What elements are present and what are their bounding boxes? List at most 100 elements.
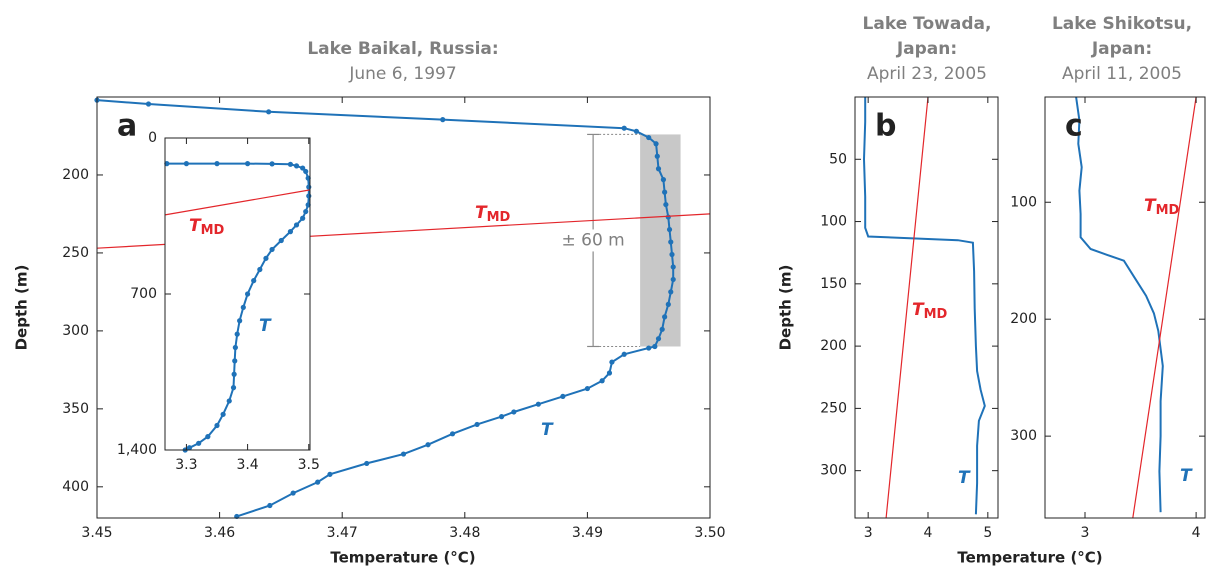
x-tick-label: 4 <box>924 525 933 541</box>
data-point <box>287 161 294 167</box>
y-tick-label: 200 <box>62 167 89 183</box>
series-name: T <box>1180 466 1193 486</box>
chart-title: Japan: <box>1091 39 1152 59</box>
data-point <box>164 161 170 167</box>
series-name: T <box>189 216 202 236</box>
series-label: TMD <box>189 216 225 238</box>
data-point <box>668 289 674 295</box>
data-point <box>652 343 658 350</box>
data-point <box>655 336 662 342</box>
series-name: T <box>1144 196 1157 216</box>
data-point <box>633 128 640 134</box>
data-point <box>400 451 407 457</box>
data-point <box>244 291 251 297</box>
series-subscript: MD <box>1156 203 1180 218</box>
series-label: TMD <box>912 300 948 322</box>
series-label: TMD <box>1144 196 1180 218</box>
series-name: T <box>958 468 971 488</box>
data-point <box>654 153 660 159</box>
data-point <box>293 222 300 228</box>
data-point <box>290 490 296 496</box>
x-tick-label: 4 <box>1192 525 1201 541</box>
x-tick-label: 3.47 <box>327 525 358 541</box>
data-point <box>145 101 152 107</box>
panel-label: c <box>1065 109 1083 144</box>
panel-label: a <box>117 109 137 144</box>
series-label: TMD <box>475 203 511 225</box>
data-point <box>655 166 662 172</box>
data-point <box>214 161 220 167</box>
data-point <box>315 479 321 485</box>
data-point <box>560 393 566 399</box>
data-point <box>263 255 269 261</box>
plot-area <box>1045 97 1205 518</box>
x-tick-label: 3.45 <box>81 525 112 541</box>
data-point <box>449 431 456 437</box>
data-point <box>251 278 257 284</box>
series-line <box>164 189 311 216</box>
x-tick-label: 3.48 <box>449 525 480 541</box>
axes-frame <box>96 96 711 519</box>
data-point <box>440 117 446 123</box>
data-point <box>300 165 306 171</box>
data-point <box>666 226 673 233</box>
data-point <box>303 208 309 215</box>
y-tick-label: 300 <box>820 463 847 479</box>
series-line <box>1132 96 1197 519</box>
data-point <box>425 442 431 448</box>
data-point <box>230 385 237 391</box>
y-tick-label: 300 <box>1010 428 1037 444</box>
y-axis-label: Depth (m) <box>777 265 795 351</box>
chart-title: Lake Towada, <box>863 14 992 34</box>
annotation: ± 60 m <box>561 230 624 250</box>
data-point <box>186 445 193 451</box>
data-point <box>231 371 237 377</box>
data-point <box>300 215 306 221</box>
series-subscript: MD <box>924 307 948 322</box>
data-point <box>474 421 480 428</box>
data-point <box>240 304 246 310</box>
y-tick-label: 1,400 <box>117 442 157 458</box>
data-point <box>305 175 311 181</box>
axes-frame <box>854 96 999 519</box>
x-tick-label: 5 <box>983 525 992 541</box>
series-line <box>862 97 986 515</box>
data-point <box>599 378 605 384</box>
data-point <box>511 409 517 415</box>
x-tick-label: 3.49 <box>572 525 603 541</box>
y-tick-label: 0 <box>148 130 157 146</box>
data-point <box>234 331 240 337</box>
x-tick-label: 3.4 <box>236 457 258 473</box>
panel-label: b <box>875 109 896 144</box>
data-point <box>232 344 238 351</box>
x-axis-label: Temperature (°C) <box>957 549 1102 567</box>
plot-area <box>165 138 310 450</box>
data-point <box>609 359 615 365</box>
data-point <box>670 264 676 270</box>
y-tick-label: 350 <box>62 401 89 417</box>
series-name: T <box>912 300 925 320</box>
data-point <box>267 502 273 509</box>
data-point <box>653 141 659 147</box>
series-label: T <box>1180 466 1193 486</box>
chart-subtitle: April 23, 2005 <box>867 64 987 84</box>
data-point <box>668 239 674 245</box>
data-point <box>621 351 627 357</box>
annotation-bg <box>561 229 626 252</box>
y-tick-label: 700 <box>130 286 157 302</box>
data-point <box>669 251 675 258</box>
data-point <box>287 229 294 235</box>
y-tick-label: 300 <box>62 323 89 339</box>
data-point <box>663 201 669 208</box>
series-label: T <box>541 420 554 440</box>
chart-title: Lake Shikotsu, <box>1052 14 1192 34</box>
series-subscript: MD <box>487 210 511 225</box>
shaded-band <box>640 134 681 347</box>
x-axis-label: Temperature (°C) <box>330 549 475 567</box>
y-tick-label: 100 <box>820 214 847 230</box>
data-point <box>662 189 668 195</box>
series-name: T <box>541 420 554 440</box>
data-point <box>196 440 202 446</box>
data-point <box>327 471 333 477</box>
